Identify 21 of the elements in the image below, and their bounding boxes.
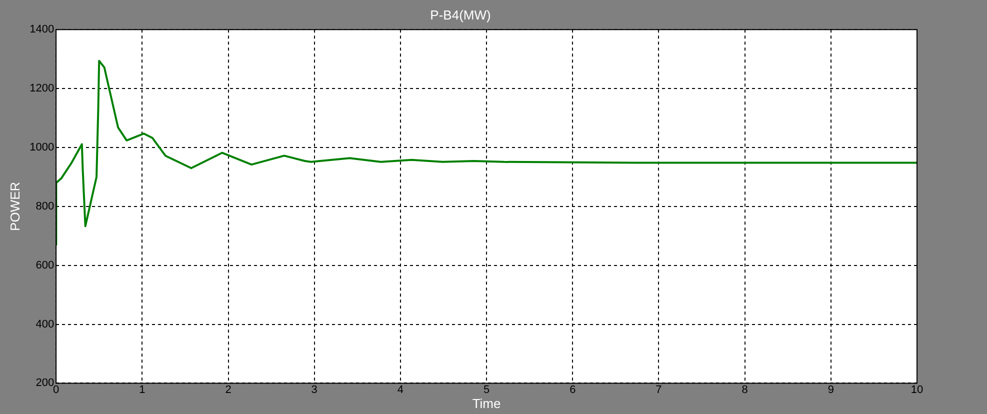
y-tick-label: 600 [36, 259, 54, 272]
y-tick-label: 200 [36, 377, 54, 390]
y-tick-label: 1200 [30, 82, 54, 95]
x-tick-label: 7 [656, 384, 662, 396]
x-tick-label: 0 [53, 384, 60, 396]
y-tick-label: 1000 [30, 142, 54, 154]
x-tick-label: 4 [397, 384, 404, 396]
x-tick-label: 3 [311, 384, 318, 396]
y-tick-label: 800 [36, 200, 54, 212]
chart-title: P-B4(MW) [430, 7, 491, 22]
x-tick-label: 8 [742, 384, 748, 396]
x-tick-label: 6 [570, 384, 576, 396]
x-tick-label: 10 [910, 384, 924, 396]
x-tick-label: 5 [483, 384, 490, 396]
x-axis-title: Time [472, 396, 501, 411]
y-tick-label: 400 [36, 318, 54, 330]
x-tick-label: 9 [828, 384, 834, 396]
y-axis-title: POWER [7, 182, 22, 231]
x-tick-label: 1 [139, 384, 146, 396]
x-tick-label: 2 [225, 384, 232, 396]
y-tick-label: 1400 [30, 24, 54, 36]
